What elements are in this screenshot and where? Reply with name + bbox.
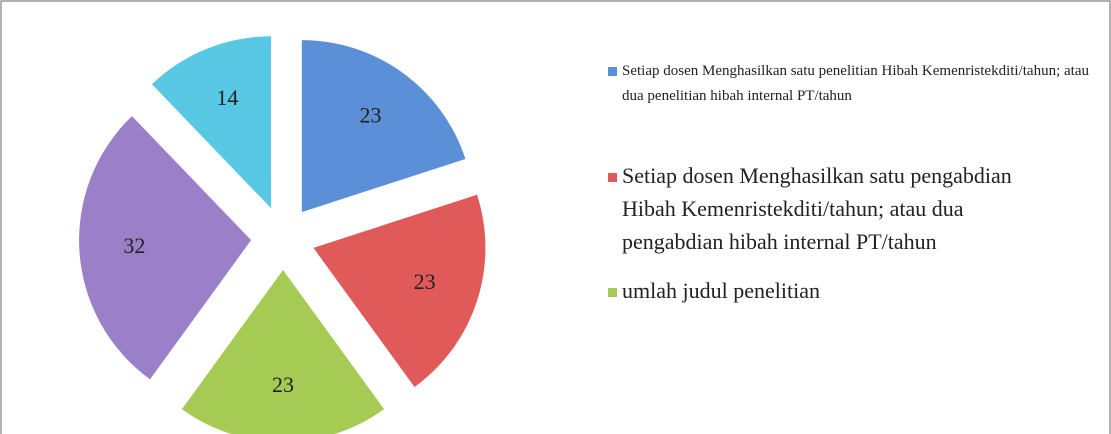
legend-swatch bbox=[608, 173, 617, 182]
data-label: 23 bbox=[414, 269, 436, 294]
legend-line: Hibah Kemenristekditi/tahun; atau dua bbox=[622, 196, 964, 221]
legend-swatch bbox=[608, 288, 617, 297]
data-label: 23 bbox=[272, 372, 294, 397]
legend-swatch bbox=[608, 67, 617, 76]
legend-line: Setiap dosen Menghasilkan satu penelitia… bbox=[622, 63, 1089, 79]
pie-slice bbox=[313, 194, 486, 388]
legend-line: dua penelitian hibah internal PT/tahun bbox=[622, 88, 852, 104]
data-label: 14 bbox=[216, 85, 238, 110]
legend-label: Setiap dosen Menghasilkan satu pengabdia… bbox=[622, 163, 1012, 254]
pie-slice bbox=[181, 270, 385, 434]
legend-label: Setiap dosen Menghasilkan satu penelitia… bbox=[622, 63, 1089, 104]
data-label: 23 bbox=[360, 103, 382, 128]
legend-label: umlah judul penelitian bbox=[622, 278, 820, 303]
pie-slice bbox=[79, 116, 252, 380]
pie-slice bbox=[151, 36, 272, 209]
data-label: 32 bbox=[123, 233, 145, 258]
pie-slice bbox=[301, 40, 466, 213]
legend-line: pengabdian hibah internal PT/tahun bbox=[622, 229, 937, 254]
legend-line: Setiap dosen Menghasilkan satu pengabdia… bbox=[622, 163, 1012, 188]
